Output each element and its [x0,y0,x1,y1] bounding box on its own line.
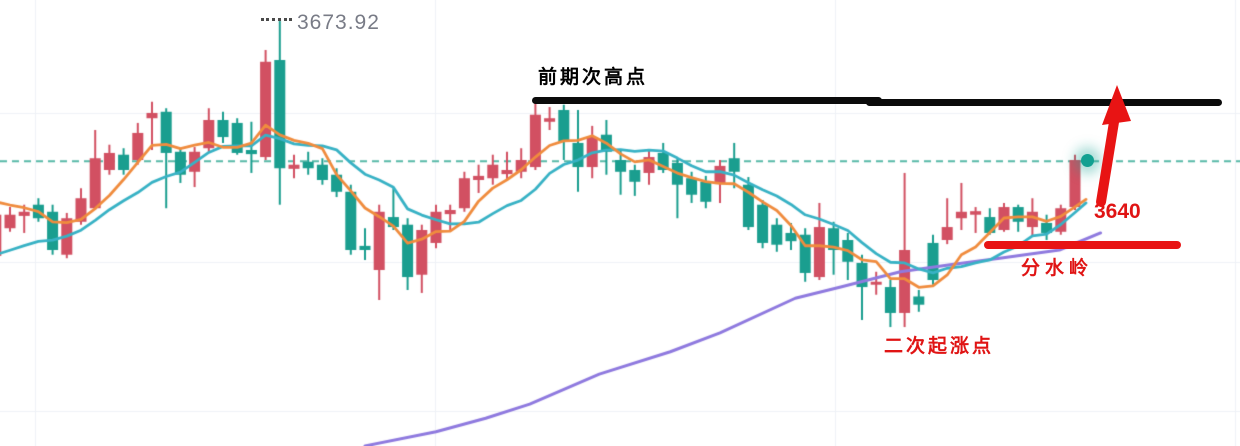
peak-price-label: 3673.92 [297,11,380,34]
support-line [984,241,1181,249]
current-price-marker-dot [1081,154,1094,167]
resistance-line-segment-2 [866,99,1222,106]
peak-connector-dots [261,18,292,21]
watershed-label: 分水岭 [1021,258,1094,279]
second-rally-start-label: 二次起涨点 [884,336,995,357]
previous-secondary-high-label: 前期次高点 [538,67,649,88]
resistance-line-segment-1 [532,97,882,104]
up-arrow-annotation [1096,85,1131,207]
key-level-label: 3640 [1094,200,1141,223]
